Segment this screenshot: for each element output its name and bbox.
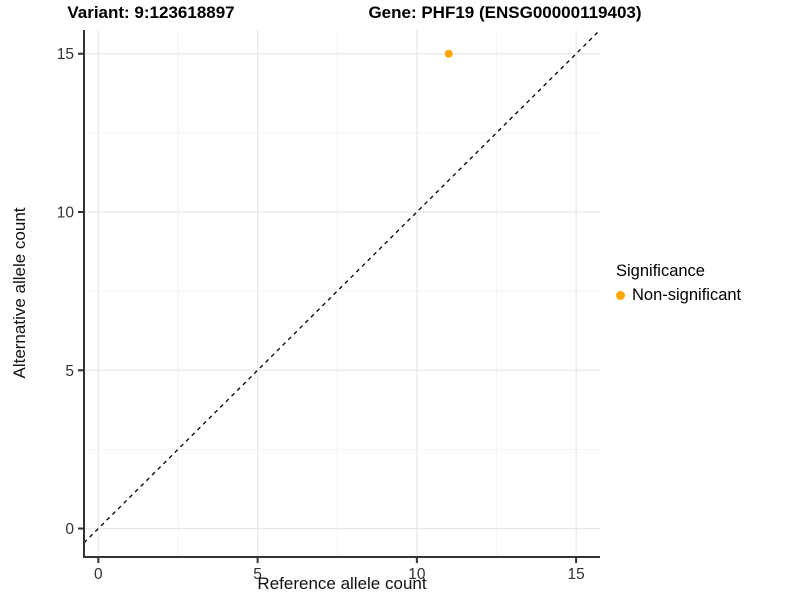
svg-text:10: 10 — [408, 566, 426, 583]
svg-text:15: 15 — [57, 46, 74, 63]
svg-text:15: 15 — [567, 566, 584, 583]
y-axis-label: Alternative allele count — [10, 207, 29, 379]
svg-text:10: 10 — [57, 204, 75, 221]
legend-title: Significance — [616, 262, 705, 280]
legend-item-label: Non-significant — [632, 286, 742, 304]
legend-point-icon — [616, 291, 625, 300]
svg-text:5: 5 — [253, 566, 262, 583]
svg-text:0: 0 — [94, 566, 103, 583]
legend-item-non-significant: Non-significant — [616, 286, 741, 305]
data-point — [444, 49, 453, 58]
plot-title-variant: Variant: 9:123618897 — [67, 3, 235, 22]
svg-text:5: 5 — [65, 363, 74, 380]
legend: Significance Non-significant — [616, 262, 741, 305]
x-axis-label: Reference allele count — [257, 574, 427, 593]
plot-title-gene: Gene: PHF19 (ENSG00000119403) — [368, 3, 642, 22]
svg-text:0: 0 — [65, 521, 74, 538]
